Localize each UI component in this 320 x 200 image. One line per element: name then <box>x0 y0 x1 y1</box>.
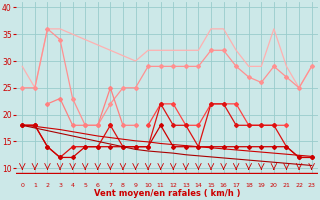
X-axis label: Vent moyen/en rafales ( km/h ): Vent moyen/en rafales ( km/h ) <box>94 189 240 198</box>
